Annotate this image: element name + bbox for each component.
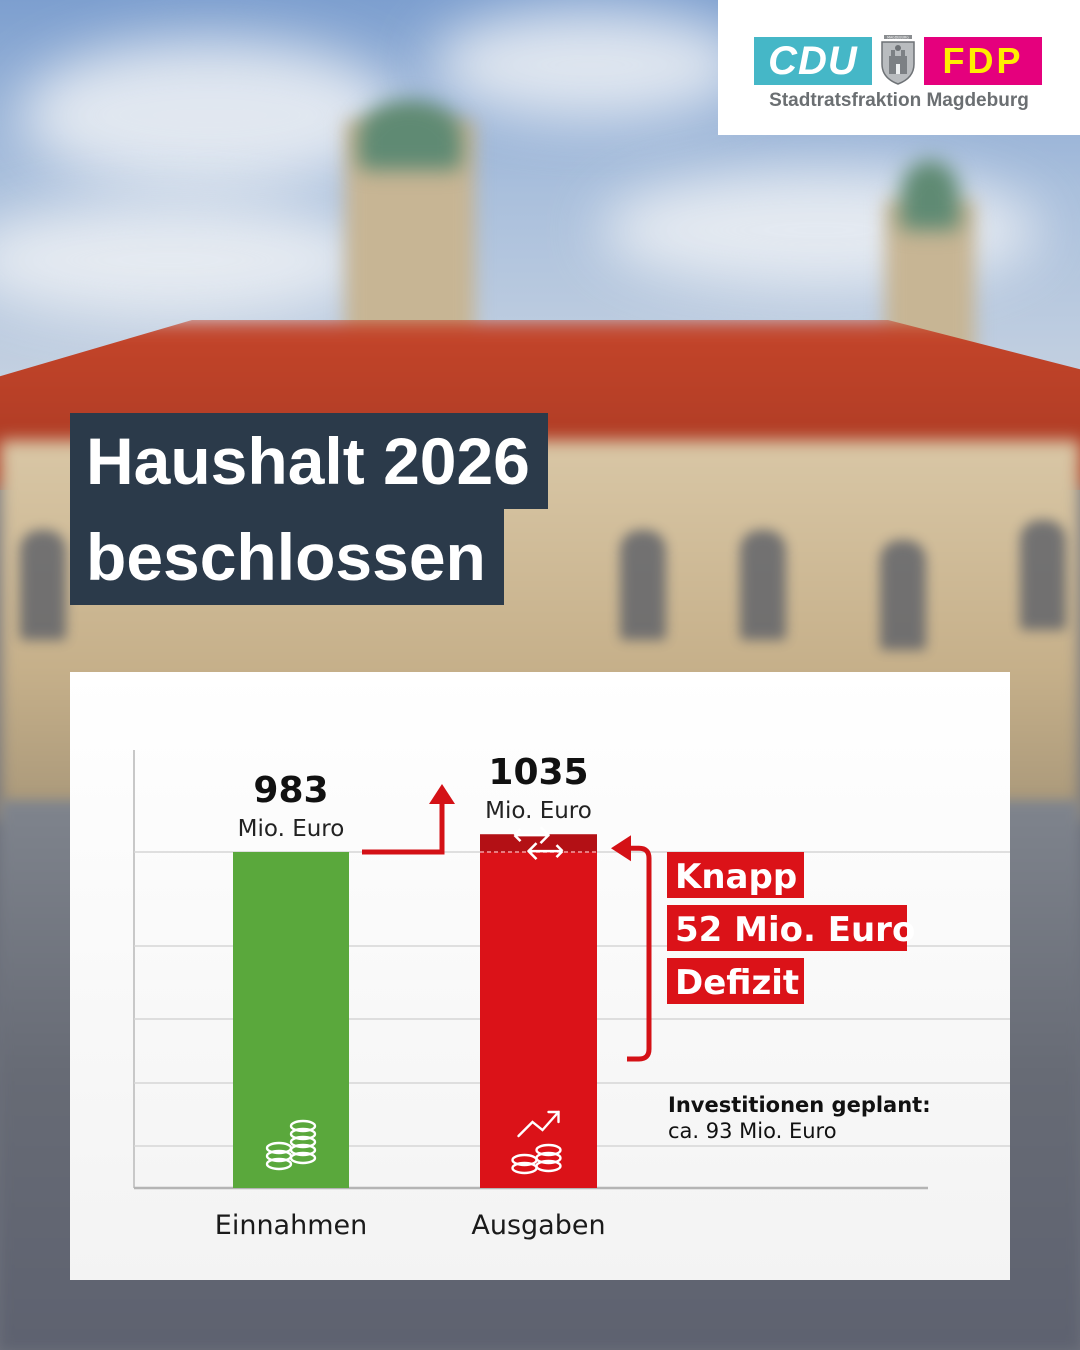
bar-ausgaben: [480, 852, 597, 1188]
deficit-label-box: [667, 905, 907, 951]
exchange-arrow-bottom-tail: [555, 844, 564, 859]
tick-label: Einnahmen: [215, 1210, 367, 1241]
cloud: [20, 40, 400, 190]
deficit-bracket-head: [611, 835, 631, 862]
exchange-arrow-top-tail: [513, 828, 522, 843]
deficit-label-text: Defizit: [675, 963, 799, 1003]
magdeburg-crest-icon: MAGDEBURG: [881, 35, 915, 85]
coins-stack-icon: [265, 1119, 317, 1171]
exchange-arrow-bottom: [527, 842, 563, 861]
tick-label: Ausgaben: [471, 1210, 605, 1241]
fraktion-name: Stadtratsfraktion Magdeburg: [769, 90, 1029, 111]
annotation-title: Investitionen geplant:: [668, 1093, 931, 1117]
unit-label: Mio. Euro: [485, 798, 592, 824]
budget-chart: 983 Mio. Euro 1035 Mio. Euro Einnahmen Ausgab…: [133, 750, 1010, 1241]
coin: [289, 1151, 317, 1165]
window: [1020, 520, 1066, 630]
deficit-bracket-line: [627, 845, 652, 1062]
coins-growth-icon: [511, 1110, 562, 1175]
growth-line: [517, 1110, 560, 1138]
headline-line-2: beschlossen: [70, 509, 504, 605]
coin: [289, 1119, 317, 1133]
coin: [289, 1135, 317, 1149]
fdp-logo: FDP: [924, 37, 1042, 85]
cloud: [0, 200, 380, 320]
annotation-text: ca. 93 Mio. Euro: [668, 1119, 837, 1143]
coin: [535, 1143, 562, 1157]
party-logo-box: CDU MAGDEBURG FDP Stadtratsfraktion Magd…: [718, 0, 1080, 135]
exchange-arrows-icon: [513, 826, 564, 861]
growth-arrowhead: [547, 1110, 560, 1124]
exchange-arrow-top: [514, 826, 550, 845]
coin: [535, 1159, 562, 1173]
tower-dome: [358, 100, 462, 170]
value-label: 983: [253, 770, 328, 811]
coin: [535, 1151, 562, 1165]
step-arrow-head: [429, 784, 455, 804]
cloud: [430, 10, 750, 120]
bar-ausgaben-deficit-segment: [480, 834, 597, 852]
window: [620, 530, 666, 640]
svg-text:MAGDEBURG: MAGDEBURG: [887, 36, 909, 40]
deficit-label-box: [667, 958, 804, 1004]
deficit-label-text: 52 Mio. Euro: [675, 910, 915, 950]
tower-dome: [900, 160, 960, 230]
chart-card: 983 Mio. Euro 1035 Mio. Euro Einnahmen Ausgab…: [70, 672, 1010, 1280]
coin: [289, 1127, 317, 1141]
coin: [289, 1143, 317, 1157]
deficit-label-box: [667, 852, 804, 898]
window: [880, 540, 926, 650]
bar-einnahmen: [233, 852, 349, 1188]
headline-line-1: Haushalt 2026: [70, 413, 548, 509]
window: [20, 530, 66, 640]
step-arrow-line: [362, 800, 445, 855]
headline: Haushalt 2026 beschlossen: [70, 413, 548, 605]
deficit-label-text: Knapp: [675, 857, 797, 897]
cdu-logo: CDU: [754, 37, 872, 85]
value-label: 1035: [488, 752, 588, 793]
unit-label: Mio. Euro: [238, 816, 345, 842]
coin: [265, 1157, 293, 1171]
window: [740, 530, 786, 640]
